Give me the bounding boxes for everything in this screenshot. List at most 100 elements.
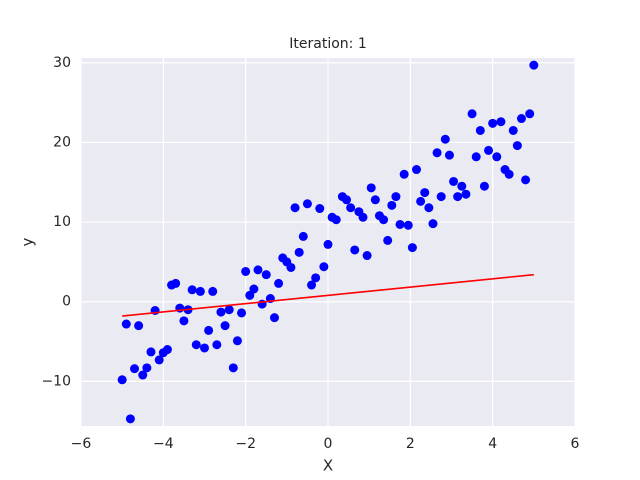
y-tick-label: 10 [53, 214, 71, 230]
scatter-point [138, 370, 148, 380]
scatter-point [358, 212, 368, 222]
x-tick-label: −6 [71, 436, 92, 452]
scatter-point [261, 270, 271, 280]
scatter-point [269, 313, 279, 323]
scatter-point [436, 192, 446, 202]
scatter-point [461, 189, 471, 199]
scatter-point [212, 340, 222, 350]
scatter-point [315, 204, 325, 214]
scatter-point [444, 150, 454, 160]
scatter-point [302, 199, 312, 209]
scatter-point [475, 125, 485, 135]
scatter-point [387, 200, 397, 210]
scatter-point [237, 308, 247, 318]
scatter-point [298, 231, 308, 241]
scatter-point [253, 265, 263, 275]
scatter-point [453, 192, 463, 202]
scatter-point [457, 181, 467, 191]
x-tick-label: −4 [153, 436, 174, 452]
scatter-point [440, 134, 450, 144]
scatter-point [286, 262, 296, 272]
scatter-point [146, 347, 156, 357]
scatter-point [395, 219, 405, 229]
y-tick-label: 0 [62, 294, 71, 310]
scatter-point [383, 235, 393, 245]
y-axis-label: y [19, 237, 37, 246]
scatter-point [162, 345, 172, 355]
scatter-point [399, 169, 409, 179]
scatter-point [391, 192, 401, 202]
scatter-point [467, 109, 477, 119]
scatter-point [323, 239, 333, 249]
scatter-point [232, 336, 242, 346]
x-tick-label: 2 [406, 436, 415, 452]
scatter-point [449, 176, 459, 186]
scatter-point [379, 215, 389, 225]
scatter-point [319, 262, 329, 272]
x-tick-label: 6 [571, 436, 580, 452]
chart-title: Iteration: 1 [289, 36, 366, 52]
scatter-point [521, 175, 531, 185]
scatter-point [117, 375, 127, 385]
scatter-point [504, 169, 514, 179]
scatter-point [125, 414, 135, 424]
scatter-point [508, 125, 518, 135]
scatter-point [424, 203, 434, 213]
scatter-point [249, 284, 259, 294]
scatter-point [216, 307, 226, 317]
scatter-point [471, 152, 481, 162]
scatter-point [496, 117, 506, 127]
scatter-point [529, 60, 539, 70]
scatter-point [142, 363, 152, 373]
scatter-point [407, 243, 417, 253]
x-tick-label: −2 [235, 436, 256, 452]
scatter-point [204, 325, 214, 335]
scatter-point [479, 181, 489, 191]
fit-line [122, 273, 534, 317]
scatter-point [195, 286, 205, 296]
scatter-point [274, 278, 284, 288]
scatter-point [525, 109, 535, 119]
scatter-point [294, 247, 304, 257]
scatter-point [200, 343, 209, 353]
scatter-point [350, 245, 360, 255]
x-axis-label: X [323, 457, 333, 475]
scatter-point [154, 355, 164, 365]
scatter-point [220, 321, 230, 331]
y-tick-label: 20 [53, 134, 71, 150]
scatter-point [403, 220, 413, 230]
scatter-point [228, 363, 238, 373]
scatter-point [488, 118, 498, 128]
scatter-point [241, 266, 251, 276]
scatter-point [370, 195, 380, 205]
scatter-point [307, 280, 317, 290]
scatter-point [362, 251, 372, 261]
scatter-point [516, 114, 526, 124]
scatter-point [311, 273, 321, 283]
scatter-point [428, 219, 438, 229]
scatter-point [208, 286, 218, 296]
scatter-point [346, 203, 356, 213]
scatter-point [179, 316, 189, 326]
scatter-point [290, 203, 300, 213]
scatter-point [121, 319, 131, 329]
scatter-point [342, 195, 352, 205]
scatter-point [331, 215, 341, 225]
scatter-point [484, 145, 494, 155]
scatter-point [224, 305, 234, 315]
x-tick-label: 4 [488, 436, 497, 452]
scatter-point [366, 183, 376, 193]
y-tick-label: 30 [53, 55, 71, 71]
scatter-point [187, 285, 197, 295]
scatter-point [432, 148, 442, 158]
scatter-point [420, 188, 430, 198]
scatter-point [130, 364, 140, 374]
scatter-point [171, 278, 181, 288]
scatter-point [191, 340, 201, 350]
scatter-point [245, 290, 255, 300]
scatter-point [416, 196, 426, 206]
x-tick-label: 0 [324, 436, 333, 452]
scatter-point [134, 321, 144, 331]
scatter-point [492, 152, 502, 162]
